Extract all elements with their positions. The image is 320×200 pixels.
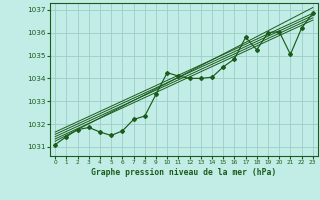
X-axis label: Graphe pression niveau de la mer (hPa): Graphe pression niveau de la mer (hPa) bbox=[92, 168, 276, 177]
